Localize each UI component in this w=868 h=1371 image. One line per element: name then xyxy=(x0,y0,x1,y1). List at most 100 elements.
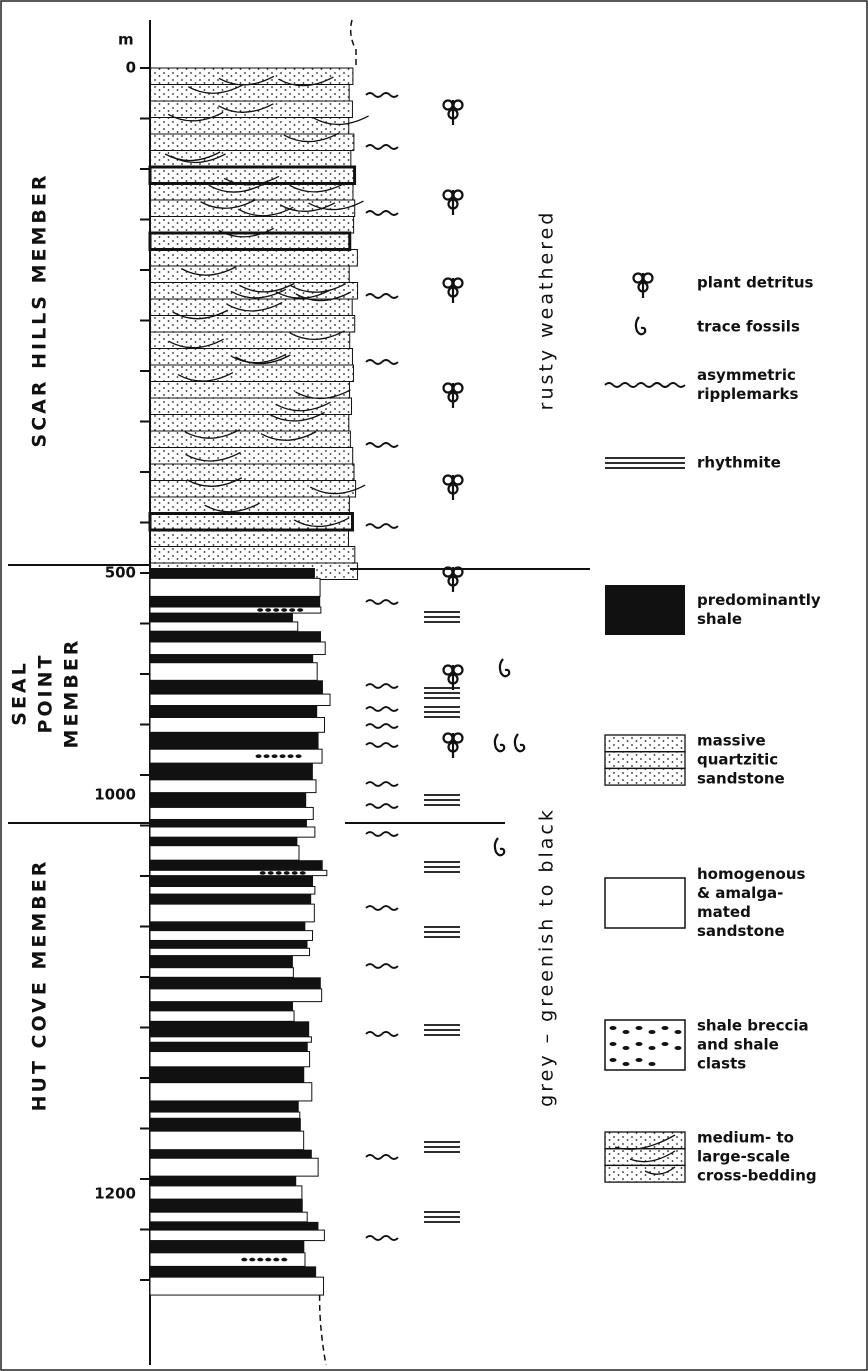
shale-bed xyxy=(150,1222,318,1230)
ripple-mark xyxy=(366,93,398,97)
clast xyxy=(281,608,287,612)
legend-symbol xyxy=(623,1046,630,1050)
depth-label: 500 xyxy=(105,564,136,582)
legend-label: sandstone xyxy=(697,770,785,788)
sandstone-bed xyxy=(150,904,314,922)
legend-symbol xyxy=(605,1149,685,1166)
clast xyxy=(257,608,263,612)
clast xyxy=(288,754,294,758)
legend-symbol xyxy=(610,1058,617,1062)
ripple-mark xyxy=(366,211,398,215)
sandstone-bed xyxy=(150,846,299,860)
clast xyxy=(284,871,290,875)
legend-symbol xyxy=(636,1058,643,1062)
clast xyxy=(260,871,266,875)
legend-label: shale xyxy=(697,610,742,628)
legend-symbol xyxy=(605,735,685,752)
depth-label: 0 xyxy=(126,59,136,77)
clast xyxy=(289,608,295,612)
shale-bed xyxy=(150,1118,301,1131)
shale-bed xyxy=(150,922,305,931)
legend-symbol xyxy=(636,1042,643,1046)
legend-label: and shale xyxy=(697,1036,779,1054)
ripple-mark xyxy=(366,294,398,298)
sandstone-bed xyxy=(150,415,349,432)
trace-fossil xyxy=(495,734,504,751)
ripple-mark xyxy=(366,1032,398,1036)
sandstone-bed xyxy=(150,931,313,941)
sandstone-bed xyxy=(150,85,349,102)
stratigraphic-column: m 050010001200SCAR HILLS MEMBERSEALPOINT… xyxy=(0,0,868,1371)
shale-bed xyxy=(150,655,313,663)
legend-symbol xyxy=(610,1042,617,1046)
legend-symbol xyxy=(605,752,685,769)
member-label: HUT COVE MEMBER xyxy=(29,859,51,1112)
sandstone-bed xyxy=(150,663,317,681)
legend-label: homogenous xyxy=(697,865,805,883)
legend-symbol xyxy=(605,585,685,635)
shale-bed xyxy=(150,613,293,622)
weathering-label: rusty weathered xyxy=(536,210,558,411)
plant-detritus xyxy=(444,190,463,215)
member-label: MEMBER xyxy=(61,638,83,749)
member-label: SEAL xyxy=(9,660,31,725)
sandstone-bed xyxy=(150,481,356,498)
sandstone-bed xyxy=(150,578,320,596)
sandstone-bed xyxy=(150,547,355,564)
sandstone-bed xyxy=(150,780,316,793)
legend-symbol xyxy=(675,1046,682,1050)
clast xyxy=(265,1258,271,1262)
legend-symbol xyxy=(649,1062,656,1066)
clast xyxy=(241,1258,247,1262)
lithology-column xyxy=(140,68,369,1295)
legend-label: rhythmite xyxy=(697,454,781,472)
sandstone-bed xyxy=(150,607,321,613)
shale-bed xyxy=(150,763,313,780)
trace-fossil xyxy=(515,734,524,751)
sandstone-bed xyxy=(150,497,349,514)
trace-fossil xyxy=(500,659,509,676)
sandstone-bed xyxy=(150,887,315,895)
ripple-mark xyxy=(366,964,398,968)
clast xyxy=(249,1258,255,1262)
clast xyxy=(257,1258,263,1262)
legend-label: shale breccia xyxy=(697,1017,809,1035)
clast xyxy=(280,754,286,758)
shale-bed xyxy=(150,1021,309,1037)
legend-symbol xyxy=(649,1046,656,1050)
sandstone-bed xyxy=(150,464,354,481)
sandstone-bed xyxy=(150,151,351,168)
shale-bed xyxy=(150,1199,303,1212)
plant-detritus xyxy=(444,100,463,125)
clast xyxy=(256,754,262,758)
ripple-mark xyxy=(366,707,398,711)
shale-bed xyxy=(150,1150,312,1159)
shale-bed xyxy=(150,956,293,968)
legend-label: ripplemarks xyxy=(697,385,798,403)
clast xyxy=(273,1258,279,1262)
shale-bed xyxy=(150,876,313,887)
shale-bed xyxy=(150,977,321,989)
sandstone-bed xyxy=(150,948,310,955)
legend-label: asymmetric xyxy=(697,366,796,384)
legend-label: sandstone xyxy=(697,922,785,940)
depth-label: 1200 xyxy=(94,1185,136,1203)
legend-label: plant detritus xyxy=(697,274,814,292)
sandstone-bed xyxy=(150,1277,324,1295)
sandstone-bed xyxy=(150,134,354,151)
legend-symbol xyxy=(636,317,645,334)
sandstone-bed xyxy=(150,514,353,531)
ripple-mark xyxy=(366,782,398,786)
legend-symbol xyxy=(662,1026,669,1030)
clast xyxy=(297,608,303,612)
plant-detritus xyxy=(444,383,463,408)
legend-label: trace fossils xyxy=(697,318,800,336)
plant-detritus xyxy=(444,567,463,592)
shale-bed xyxy=(150,940,308,948)
clast xyxy=(276,871,282,875)
shale-bed xyxy=(150,793,306,808)
ripple-mark xyxy=(366,743,398,747)
sandstone-bed xyxy=(150,233,350,250)
legend-symbol xyxy=(605,878,685,928)
legend-label: large-scale xyxy=(697,1148,790,1166)
